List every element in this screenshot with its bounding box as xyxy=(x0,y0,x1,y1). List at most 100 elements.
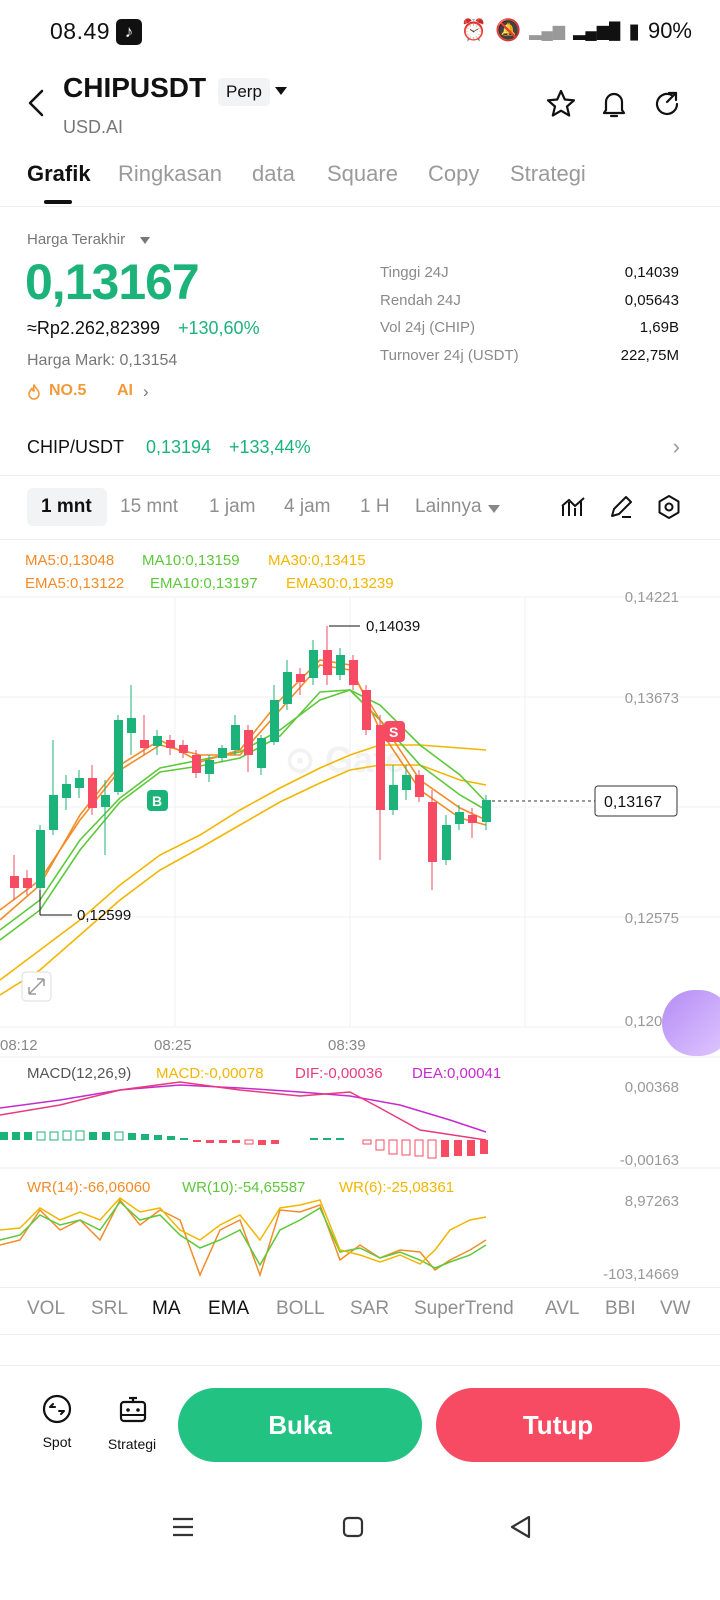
indicator-tab-supertrend[interactable]: SuperTrend xyxy=(414,1298,514,1319)
tab-ringkasan[interactable]: Ringkasan xyxy=(118,161,222,186)
indicator-icon[interactable] xyxy=(560,494,586,520)
legend-ma10: MA10:0,13159 xyxy=(142,552,240,569)
candle xyxy=(402,775,411,790)
tab-square[interactable]: Square xyxy=(327,161,398,186)
candle xyxy=(442,825,451,860)
macd-axis-top: 0,00368 xyxy=(624,1079,679,1096)
stat-value-volume: 1,69B xyxy=(639,319,679,336)
wr6-value: WR(6):-25,08361 xyxy=(339,1179,455,1196)
time-axis-label: 08:12 xyxy=(0,1037,38,1054)
indicator-tab-avl[interactable]: AVL xyxy=(545,1298,580,1319)
macd-lines xyxy=(0,1081,487,1141)
indicator-tab-bbi[interactable]: BBI xyxy=(605,1298,636,1319)
candlestick-chart[interactable]: ⊙ Gate xyxy=(0,540,720,1285)
candle xyxy=(49,795,58,830)
candle xyxy=(270,700,279,742)
indicator-tab-ma[interactable]: MA xyxy=(152,1298,181,1319)
chevron-down-icon[interactable] xyxy=(488,505,500,513)
expand-icon[interactable] xyxy=(21,971,52,1002)
timeframe-more[interactable]: Lainnya xyxy=(415,496,482,517)
mute-icon: 🔕 xyxy=(495,19,522,42)
spot-swap-icon[interactable] xyxy=(41,1393,73,1425)
macd-histogram xyxy=(0,1130,488,1159)
settings-icon[interactable] xyxy=(656,494,682,520)
bell-icon[interactable] xyxy=(598,88,630,120)
candle xyxy=(323,650,332,675)
fire-icon xyxy=(28,384,40,400)
timeframe-1d[interactable]: 1 H xyxy=(360,496,390,517)
back-icon[interactable] xyxy=(22,88,52,118)
macd-title[interactable]: MACD(12,26,9) xyxy=(27,1065,132,1082)
timeframe-15m[interactable]: 15 mnt xyxy=(120,496,179,517)
candle xyxy=(349,660,358,685)
spot-pair-row[interactable] xyxy=(0,420,720,476)
tab-strategi[interactable]: Strategi xyxy=(510,161,586,186)
timeframe-1m[interactable]: 1 mnt xyxy=(41,496,92,517)
indicator-tab-vw[interactable]: VW xyxy=(660,1298,691,1319)
high-marker-label: 0,14039 xyxy=(366,618,420,635)
back-nav-icon[interactable] xyxy=(508,1514,534,1540)
home-icon[interactable] xyxy=(341,1515,365,1539)
last-price-label[interactable]: Harga Terakhir xyxy=(27,231,126,248)
time-axis-label: 08:25 xyxy=(154,1037,192,1054)
stat-label-volume: Vol 24j (CHIP) xyxy=(380,319,476,336)
buy-marker[interactable]: B xyxy=(147,790,168,811)
pair-name: CHIP/USDT xyxy=(27,437,125,457)
indicator-tab-vol[interactable]: VOL xyxy=(27,1298,66,1319)
menu-icon[interactable] xyxy=(170,1515,196,1539)
draw-pen-icon[interactable] xyxy=(608,494,634,520)
candle xyxy=(205,760,214,774)
indicator-tab-ema[interactable]: EMA xyxy=(208,1298,250,1319)
indicator-tab-sar[interactable]: SAR xyxy=(350,1298,390,1319)
strategy-label[interactable]: Strategi xyxy=(107,1436,157,1452)
open-position-button[interactable]: Buka xyxy=(178,1388,422,1462)
candle xyxy=(283,672,292,704)
last-price: 0,13167 xyxy=(25,254,200,310)
spot-label[interactable]: Spot xyxy=(42,1434,72,1450)
macd-dif: DIF:-0,00036 xyxy=(295,1065,383,1082)
legend-ema5: EMA5:0,13122 xyxy=(25,575,125,592)
timeframe-1h[interactable]: 1 jam xyxy=(209,496,256,517)
candle xyxy=(192,755,201,773)
wr-axis-bottom: -103,14669 xyxy=(603,1266,679,1283)
tab-copy[interactable]: Copy xyxy=(428,161,480,186)
tab-data[interactable]: data xyxy=(252,161,295,186)
rank-badge[interactable]: NO.5 xyxy=(49,382,87,399)
candle xyxy=(455,812,464,824)
price-axis-label: 0,14221 xyxy=(624,589,679,606)
strategy-bot-icon[interactable] xyxy=(117,1395,149,1425)
floating-assistant-bubble[interactable] xyxy=(662,990,720,1056)
perp-tag[interactable]: Perp xyxy=(218,78,270,106)
mark-price: Harga Mark: 0,13154 xyxy=(27,352,178,369)
tab-grafik[interactable]: Grafik xyxy=(27,161,91,186)
symbol-subtitle: USD.AI xyxy=(63,117,124,137)
low-marker-label: 0,12599 xyxy=(77,907,131,924)
share-icon[interactable] xyxy=(651,88,683,120)
star-icon[interactable] xyxy=(545,88,577,120)
network-4g-icon: ▂▄▆█ xyxy=(573,23,621,40)
candle xyxy=(244,730,253,755)
indicator-tab-srl[interactable]: SRL xyxy=(91,1298,128,1319)
macd-axis-bottom: -0,00163 xyxy=(619,1152,679,1169)
sell-marker[interactable]: S xyxy=(384,721,405,742)
ai-badge[interactable]: AI xyxy=(117,382,133,399)
last-price-dropdown-icon[interactable] xyxy=(140,237,150,244)
moving-average-lines xyxy=(0,659,487,996)
indicator-tabs xyxy=(0,1287,720,1335)
stat-value-low: 0,05643 xyxy=(624,292,679,309)
candle xyxy=(101,795,110,807)
timeframe-active-bg xyxy=(27,488,107,526)
chevron-right-icon[interactable]: › xyxy=(143,382,149,401)
stat-value-high: 0,14039 xyxy=(624,264,679,281)
symbol-title[interactable]: CHIPUSDT xyxy=(63,72,207,103)
battery-icon: ▮ xyxy=(628,19,640,43)
candle xyxy=(140,740,149,748)
macd-value: MACD:-0,00078 xyxy=(156,1065,264,1082)
close-position-button[interactable]: Tutup xyxy=(436,1388,680,1462)
candle xyxy=(218,748,227,758)
chevron-right-icon[interactable]: › xyxy=(672,434,680,459)
main-tabs: Grafik Ringkasan data Square Copy Strate… xyxy=(0,155,720,207)
indicator-tab-boll[interactable]: BOLL xyxy=(276,1298,325,1319)
symbol-dropdown-icon[interactable] xyxy=(275,87,287,95)
timeframe-4h[interactable]: 4 jam xyxy=(284,496,331,517)
